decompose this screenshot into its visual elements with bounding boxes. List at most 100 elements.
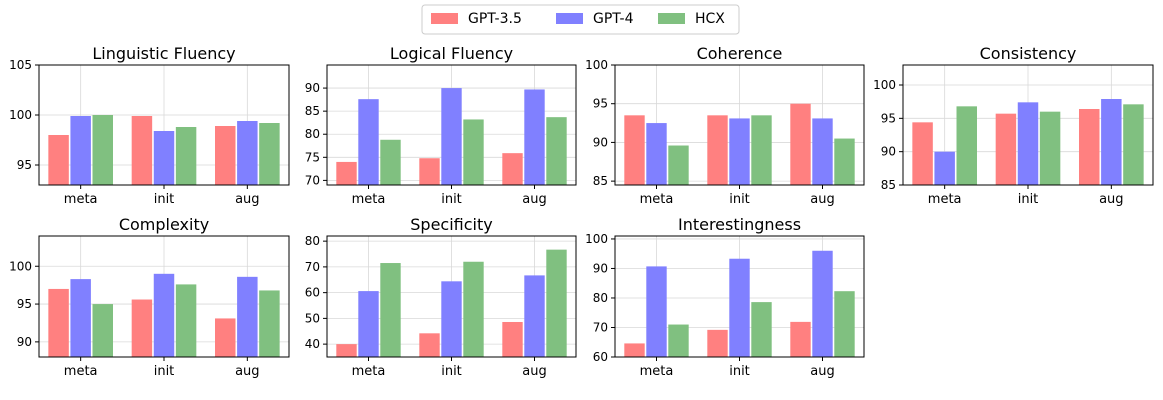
bar-hcx-aug: [834, 291, 855, 357]
x-tick-label: init: [154, 192, 175, 207]
bar-hcx-init: [175, 127, 197, 185]
subplot-title: Coherence: [697, 44, 783, 63]
y-tick-label: 105: [9, 58, 32, 72]
y-tick-label: 80: [305, 234, 320, 248]
bar-gpt-3-5-meta: [48, 288, 69, 357]
subplot-linguistic-fluency: 95 100 105 meta init aug Linguistic Fluency: [9, 44, 290, 207]
x-tick-label: aug: [1099, 192, 1123, 207]
y-tick-label: 90: [593, 135, 608, 149]
bar-gpt-3-5-meta: [624, 115, 645, 185]
bar-hcx-meta: [668, 324, 689, 357]
bar-gpt-4-aug: [1101, 99, 1122, 185]
x-tick-label: aug: [810, 192, 834, 207]
bar-gpt-3-5-init: [131, 299, 153, 357]
y-tick-label: 100: [9, 259, 32, 273]
bar-gpt-4-init: [729, 258, 750, 357]
bar-hcx-meta: [380, 139, 401, 185]
legend-swatch-gpt35: [431, 13, 458, 24]
x-tick-label: aug: [235, 192, 259, 207]
bar-gpt-4-meta: [358, 99, 379, 185]
y-tick-label: 60: [305, 286, 320, 300]
x-tick-label: init: [441, 192, 462, 207]
y-tick-label: 60: [593, 350, 608, 364]
bar-gpt-4-init: [729, 118, 750, 185]
x-tick-label: aug: [522, 364, 546, 379]
bar-hcx-init: [751, 115, 772, 185]
legend: GPT-3.5 GPT-4 HCX: [421, 4, 740, 35]
bar-hcx-aug: [259, 123, 280, 185]
bar-gpt-3-5-meta: [912, 122, 933, 185]
bar-gpt-3-5-init: [131, 116, 153, 185]
y-tick-label: 95: [17, 158, 32, 172]
x-tick-label: meta: [352, 364, 386, 379]
bar-gpt-4-aug: [812, 118, 833, 185]
subplot-coherence: 85 90 95 100 meta init aug Coherence: [585, 44, 865, 207]
x-tick-label: meta: [64, 364, 98, 379]
bar-hcx-init: [751, 302, 772, 357]
x-tick-label: init: [729, 192, 750, 207]
subplot-title: Linguistic Fluency: [92, 44, 235, 63]
bar-gpt-4-init: [1017, 102, 1039, 185]
subplot-complexity: 90 95 100 meta init aug Complexity: [9, 215, 290, 379]
bar-gpt-3-5-aug: [790, 103, 811, 185]
bar-gpt-4-aug: [812, 250, 833, 357]
bar-hcx-aug: [1123, 104, 1144, 185]
bar-gpt-3-5-aug: [215, 126, 236, 185]
y-tick-label: 50: [305, 311, 320, 325]
subplot-title: Complexity: [119, 215, 209, 234]
bar-hcx-init: [1039, 111, 1061, 185]
y-tick-label: 75: [305, 150, 320, 164]
bar-gpt-4-meta: [646, 266, 667, 357]
y-tick-label: 90: [881, 145, 896, 159]
subplot-title: Interestingness: [678, 215, 801, 234]
bar-hcx-aug: [546, 117, 567, 185]
x-tick-label: meta: [928, 192, 962, 207]
x-tick-label: aug: [810, 364, 834, 379]
bar-hcx-meta: [92, 115, 113, 185]
bar-gpt-3-5-meta: [336, 161, 357, 185]
bar-gpt-3-5-meta: [336, 344, 357, 357]
legend-label-hcx: HCX: [695, 11, 725, 27]
y-tick-label: 95: [593, 97, 608, 111]
subplot-title: Logical Fluency: [390, 44, 513, 63]
y-tick-label: 100: [585, 232, 608, 246]
subplot-specificity: 40 50 60 70 80 meta init aug Specificity: [305, 215, 577, 379]
bar-gpt-4-meta: [358, 291, 379, 357]
y-tick-label: 100: [9, 108, 32, 122]
bar-gpt-4-aug: [524, 89, 545, 185]
legend-label-gpt35: GPT-3.5: [468, 11, 522, 27]
legend-swatch-gpt4: [556, 13, 583, 24]
legend-swatch-hcx: [658, 13, 685, 24]
x-tick-label: init: [441, 364, 462, 379]
y-tick-label: 70: [593, 320, 608, 334]
bar-gpt-4-init: [153, 131, 175, 185]
bar-gpt-3-5-init: [995, 113, 1017, 185]
y-tick-label: 70: [305, 173, 320, 187]
bar-gpt-4-aug: [237, 121, 258, 185]
subplot-consistency: 85 90 95 100 meta init aug Consistency: [873, 44, 1154, 207]
bar-hcx-meta: [380, 263, 401, 357]
bar-gpt-3-5-aug: [215, 318, 236, 357]
y-tick-label: 95: [17, 297, 32, 311]
y-tick-label: 100: [585, 58, 608, 72]
bar-gpt-3-5-aug: [790, 321, 811, 357]
x-tick-label: aug: [235, 364, 259, 379]
bar-hcx-init: [463, 119, 484, 185]
y-tick-label: 85: [593, 174, 608, 188]
x-tick-label: init: [729, 364, 750, 379]
bar-gpt-4-meta: [646, 123, 667, 185]
bar-gpt-4-init: [441, 281, 462, 357]
bar-gpt-3-5-init: [707, 115, 728, 185]
subplot-title: Specificity: [410, 215, 492, 234]
bar-hcx-aug: [259, 290, 280, 357]
bar-gpt-3-5-aug: [502, 321, 523, 357]
y-tick-label: 90: [17, 335, 32, 349]
subplot-logical-fluency: 70 75 80 85 90 meta init aug Logical Fluency: [305, 44, 577, 207]
x-tick-label: meta: [640, 364, 674, 379]
bar-hcx-meta: [956, 106, 977, 185]
bar-gpt-4-init: [153, 273, 175, 357]
x-tick-label: init: [1018, 192, 1039, 207]
bar-gpt-4-meta: [934, 151, 955, 185]
x-tick-label: aug: [522, 192, 546, 207]
bar-gpt-3-5-aug: [502, 153, 523, 185]
